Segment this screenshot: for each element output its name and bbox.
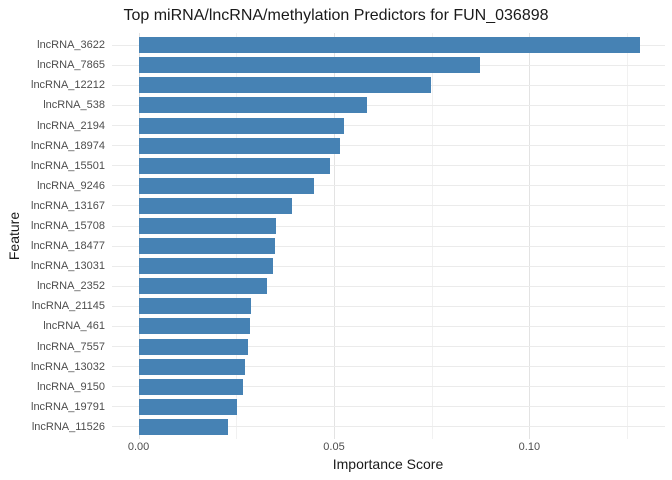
bar-lncRNA_3622	[138, 37, 640, 54]
gridline-x-major	[334, 33, 335, 439]
chart-title: Top miRNA/lncRNA/methylation Predictors …	[123, 7, 549, 24]
gridline-row	[112, 346, 665, 347]
bar-lncRNA_15501	[138, 157, 330, 174]
gridline-x-minor	[431, 33, 433, 439]
bar-lncRNA_21145	[138, 298, 251, 315]
gridline-x-minor	[627, 33, 629, 439]
y-tick-label: lncRNA_3622	[37, 39, 105, 52]
y-tick-label: lncRNA_15501	[31, 159, 105, 172]
gridline-x-minor	[236, 33, 238, 439]
bar-lncRNA_538	[138, 97, 368, 114]
gridline-row	[112, 305, 665, 307]
gridline-row	[112, 265, 665, 267]
bar-lncRNA_9150	[138, 378, 243, 395]
gridline-row	[112, 125, 665, 126]
y-tick-label: lncRNA_2352	[37, 280, 105, 293]
x-tick-label: 0.10	[518, 441, 541, 453]
y-tick-label: lncRNA_13031	[31, 260, 105, 273]
gridline-row	[112, 366, 665, 368]
gridline-row	[112, 426, 665, 428]
y-tick-label: lncRNA_7557	[37, 340, 105, 353]
bar-lncRNA_15708	[138, 218, 277, 234]
gridline-row	[112, 205, 665, 207]
bar-lncRNA_13031	[138, 258, 273, 275]
bar-lncRNA_19791	[138, 398, 238, 415]
bar-lncRNA_461	[138, 318, 250, 335]
x-axis-title: Importance Score	[332, 456, 444, 472]
y-tick-label: lncRNA_13032	[31, 360, 105, 373]
gridline-row	[112, 165, 665, 167]
bar-lncRNA_2194	[138, 117, 345, 134]
bar-lncRNA_7865	[138, 57, 481, 74]
bar-lncRNA_2352	[138, 278, 268, 295]
gridline-row	[112, 145, 665, 147]
y-tick-label: lncRNA_18974	[31, 139, 105, 152]
y-tick-label: lncRNA_2194	[37, 119, 105, 132]
x-tick-label: 0.00	[127, 441, 150, 453]
bar-lncRNA_13167	[138, 197, 293, 214]
y-tick-label: lncRNA_9150	[37, 380, 105, 393]
y-tick-label: lncRNA_13167	[31, 199, 105, 212]
gridline-row	[112, 245, 665, 247]
y-tick-label: lncRNA_18477	[31, 240, 105, 252]
bar-lncRNA_13032	[138, 358, 246, 375]
gridline-row	[112, 285, 665, 287]
y-tick-label: lncRNA_15708	[31, 220, 105, 232]
gridline-row	[112, 325, 665, 327]
y-tick-label: lncRNA_538	[43, 99, 105, 112]
bar-lncRNA_18477	[138, 238, 276, 254]
y-tick-label: lncRNA_7865	[37, 59, 105, 72]
bar-lncRNA_9246	[138, 177, 315, 194]
plot-panel	[112, 33, 665, 439]
gridline-x-major	[138, 33, 140, 439]
bar-lncRNA_12212	[138, 77, 432, 94]
gridline-x-major	[529, 33, 531, 439]
gridline-row	[112, 406, 665, 408]
y-tick-label: lncRNA_19791	[31, 400, 105, 413]
bar-lncRNA_11526	[138, 418, 228, 435]
y-tick-label: lncRNA_461	[43, 320, 105, 333]
bar-lncRNA_18974	[138, 137, 340, 154]
gridline-row	[112, 386, 665, 388]
gridline-row	[112, 225, 665, 227]
y-tick-label: lncRNA_11526	[31, 420, 105, 433]
gridline-row	[112, 185, 665, 187]
y-tick-label: lncRNA_12212	[31, 79, 105, 92]
gridline-row	[112, 104, 665, 106]
y-tick-label: lncRNA_21145	[31, 300, 105, 313]
bar-lncRNA_7557	[138, 338, 248, 355]
y-tick-label: lncRNA_9246	[37, 179, 105, 192]
x-tick-label: 0.05	[323, 441, 345, 453]
